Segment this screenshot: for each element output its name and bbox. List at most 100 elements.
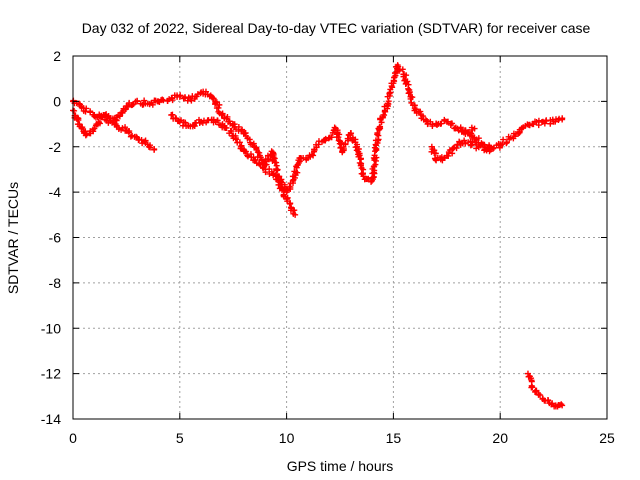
data-point: [407, 95, 414, 102]
data-point: [250, 140, 257, 147]
data-point: [377, 123, 384, 130]
data-point: [264, 156, 271, 163]
x-tick-label: 0: [69, 430, 77, 446]
data-point: [511, 133, 518, 140]
y-tick-label: -4: [49, 184, 62, 200]
series-track-d: [428, 115, 566, 164]
data-point: [355, 146, 362, 153]
data-point: [271, 159, 278, 166]
data-point: [169, 111, 176, 118]
y-tick-labels: 2 0 -2 -4 -6 -8 -10 -12 -14: [41, 48, 61, 427]
data-point: [558, 401, 565, 408]
data-point: [214, 117, 221, 124]
data-point: [216, 101, 223, 108]
data-point: [552, 118, 559, 125]
data-point: [275, 181, 282, 188]
data-point: [87, 108, 94, 115]
data-point: [151, 146, 158, 153]
data-point: [253, 145, 260, 152]
axis-ticks: [72, 55, 608, 420]
data-point: [291, 207, 298, 214]
data-point: [246, 136, 253, 143]
data-point: [448, 120, 455, 127]
data-point: [456, 138, 463, 145]
data-point: [223, 124, 230, 131]
x-tick-label: 20: [492, 430, 508, 446]
data-point: [415, 108, 422, 115]
data-point: [210, 95, 217, 102]
data-point: [124, 103, 131, 110]
data-point: [549, 400, 556, 407]
data-point: [291, 174, 298, 181]
grid-lines: [73, 56, 607, 419]
data-point: [445, 118, 452, 125]
data-point: [358, 165, 365, 172]
data-point: [374, 129, 381, 136]
data-point: [453, 145, 460, 152]
data-point: [419, 113, 426, 120]
data-points: [70, 62, 566, 410]
data-point: [242, 148, 249, 155]
data-point: [134, 97, 141, 104]
data-point: [147, 144, 154, 151]
data-point: [292, 169, 299, 176]
data-point: [83, 131, 90, 138]
data-point: [118, 126, 125, 133]
data-point: [403, 72, 410, 79]
data-point: [310, 152, 317, 159]
data-point: [446, 147, 453, 154]
data-point: [177, 92, 184, 99]
data-point: [438, 120, 445, 127]
data-point: [83, 105, 90, 112]
data-point: [77, 101, 84, 108]
data-point: [457, 124, 464, 131]
data-point: [126, 128, 133, 135]
data-point: [169, 97, 176, 104]
series-track-e: [458, 127, 493, 151]
data-point: [231, 121, 238, 128]
data-point: [188, 97, 195, 104]
data-point: [129, 101, 136, 108]
data-point: [467, 142, 474, 149]
data-point: [541, 120, 548, 127]
data-point: [239, 126, 246, 133]
data-point: [236, 139, 243, 146]
data-point: [286, 200, 293, 207]
x-tick-label: 15: [386, 430, 402, 446]
data-point: [486, 143, 493, 150]
x-tick-label: 5: [176, 430, 184, 446]
chart-title: Day 032 of 2022, Sidereal Day-to-day VTE…: [82, 20, 591, 36]
data-point: [279, 186, 286, 193]
data-point: [337, 144, 344, 151]
x-tick-label: 10: [279, 430, 295, 446]
data-point: [159, 96, 166, 103]
data-point: [82, 132, 89, 139]
data-point: [466, 128, 473, 135]
data-point: [386, 90, 393, 97]
data-point: [321, 136, 328, 143]
x-axis-label: GPS time / hours: [287, 458, 394, 474]
data-point: [91, 125, 98, 132]
data-point: [528, 377, 535, 384]
data-point: [500, 136, 507, 143]
data-point: [252, 156, 259, 163]
data-point: [224, 113, 231, 120]
data-point: [537, 392, 544, 399]
y-tick-label: -6: [49, 230, 62, 246]
data-point: [471, 125, 478, 132]
data-point: [547, 120, 554, 127]
data-point: [529, 384, 536, 391]
data-point: [559, 402, 566, 409]
y-tick-label: -8: [49, 275, 62, 291]
data-point: [328, 134, 335, 141]
data-point: [516, 128, 523, 135]
x-tick-label: 25: [599, 430, 615, 446]
data-point: [149, 101, 156, 108]
data-point: [232, 136, 239, 143]
data-point: [342, 141, 349, 148]
data-point: [385, 98, 392, 105]
data-point: [468, 124, 475, 131]
data-point: [434, 121, 441, 128]
data-point: [274, 166, 281, 173]
